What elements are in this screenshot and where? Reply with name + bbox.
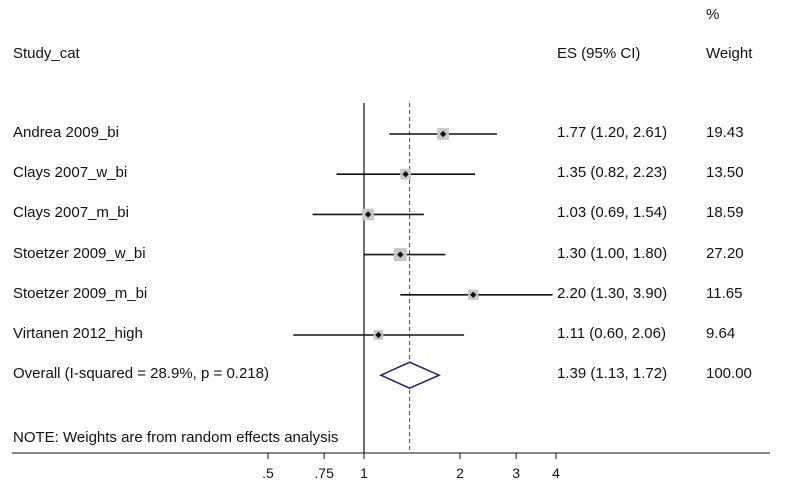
x-axis-tick-label: 3 bbox=[512, 465, 520, 481]
study-name: Clays 2007_m_bi bbox=[13, 204, 129, 222]
study-name: Virtanen 2012_high bbox=[13, 325, 143, 342]
overall-weight: 100.00 bbox=[706, 365, 752, 383]
study-name: Stoetzer 2009_w_bi bbox=[13, 244, 146, 262]
weight-column-header: Weight bbox=[706, 45, 753, 62]
point-estimate-marker bbox=[439, 130, 447, 138]
point-estimate-marker bbox=[397, 251, 404, 258]
x-axis-tick-label: 1 bbox=[360, 465, 368, 481]
point-estimate-marker bbox=[375, 331, 382, 339]
study-weight: 13.50 bbox=[706, 164, 744, 182]
study-weight: 27.20 bbox=[706, 244, 744, 262]
weight-header-percent: % bbox=[706, 6, 720, 23]
x-axis-tick-label: 4 bbox=[552, 465, 560, 481]
study-name: Stoetzer 2009_m_bi bbox=[13, 284, 148, 302]
study-weight: 19.43 bbox=[706, 124, 744, 141]
point-estimate-marker bbox=[470, 291, 477, 298]
study-es-ci: 1.30 (1.00, 1.80) bbox=[557, 244, 668, 262]
study-es-ci: 1.35 (0.82, 2.23) bbox=[557, 164, 668, 182]
es-column-header: ES (95% CI) bbox=[557, 45, 641, 62]
study-weight: 9.64 bbox=[706, 325, 736, 342]
study-es-ci: 1.11 (0.60, 2.06) bbox=[557, 325, 666, 342]
study-name: Clays 2007_w_bi bbox=[13, 164, 128, 182]
overall-diamond bbox=[379, 361, 441, 390]
point-estimate-marker bbox=[364, 211, 372, 218]
x-axis-tick-label: .75 bbox=[314, 465, 334, 481]
study-es-ci: 2.20 (1.30, 3.90) bbox=[557, 284, 668, 302]
study-weight: 18.59 bbox=[706, 204, 744, 222]
study-es-ci: 1.77 (1.20, 2.61) bbox=[557, 124, 668, 141]
x-axis-tick-label: 2 bbox=[456, 465, 464, 481]
study-column-header: Study_cat bbox=[13, 45, 80, 62]
overall-label: Overall (I-squared = 28.9%, p = 0.218) bbox=[13, 365, 269, 383]
study-weight: 11.65 bbox=[706, 284, 743, 302]
footnote: NOTE: Weights are from random effects an… bbox=[13, 429, 339, 446]
overall-es-ci: 1.39 (1.13, 1.72) bbox=[557, 365, 668, 383]
study-name: Andrea 2009_bi bbox=[13, 124, 119, 141]
point-estimate-marker bbox=[402, 171, 409, 178]
study-es-ci: 1.03 (0.69, 1.54) bbox=[557, 204, 668, 222]
x-axis-tick-label: .5 bbox=[262, 465, 274, 481]
